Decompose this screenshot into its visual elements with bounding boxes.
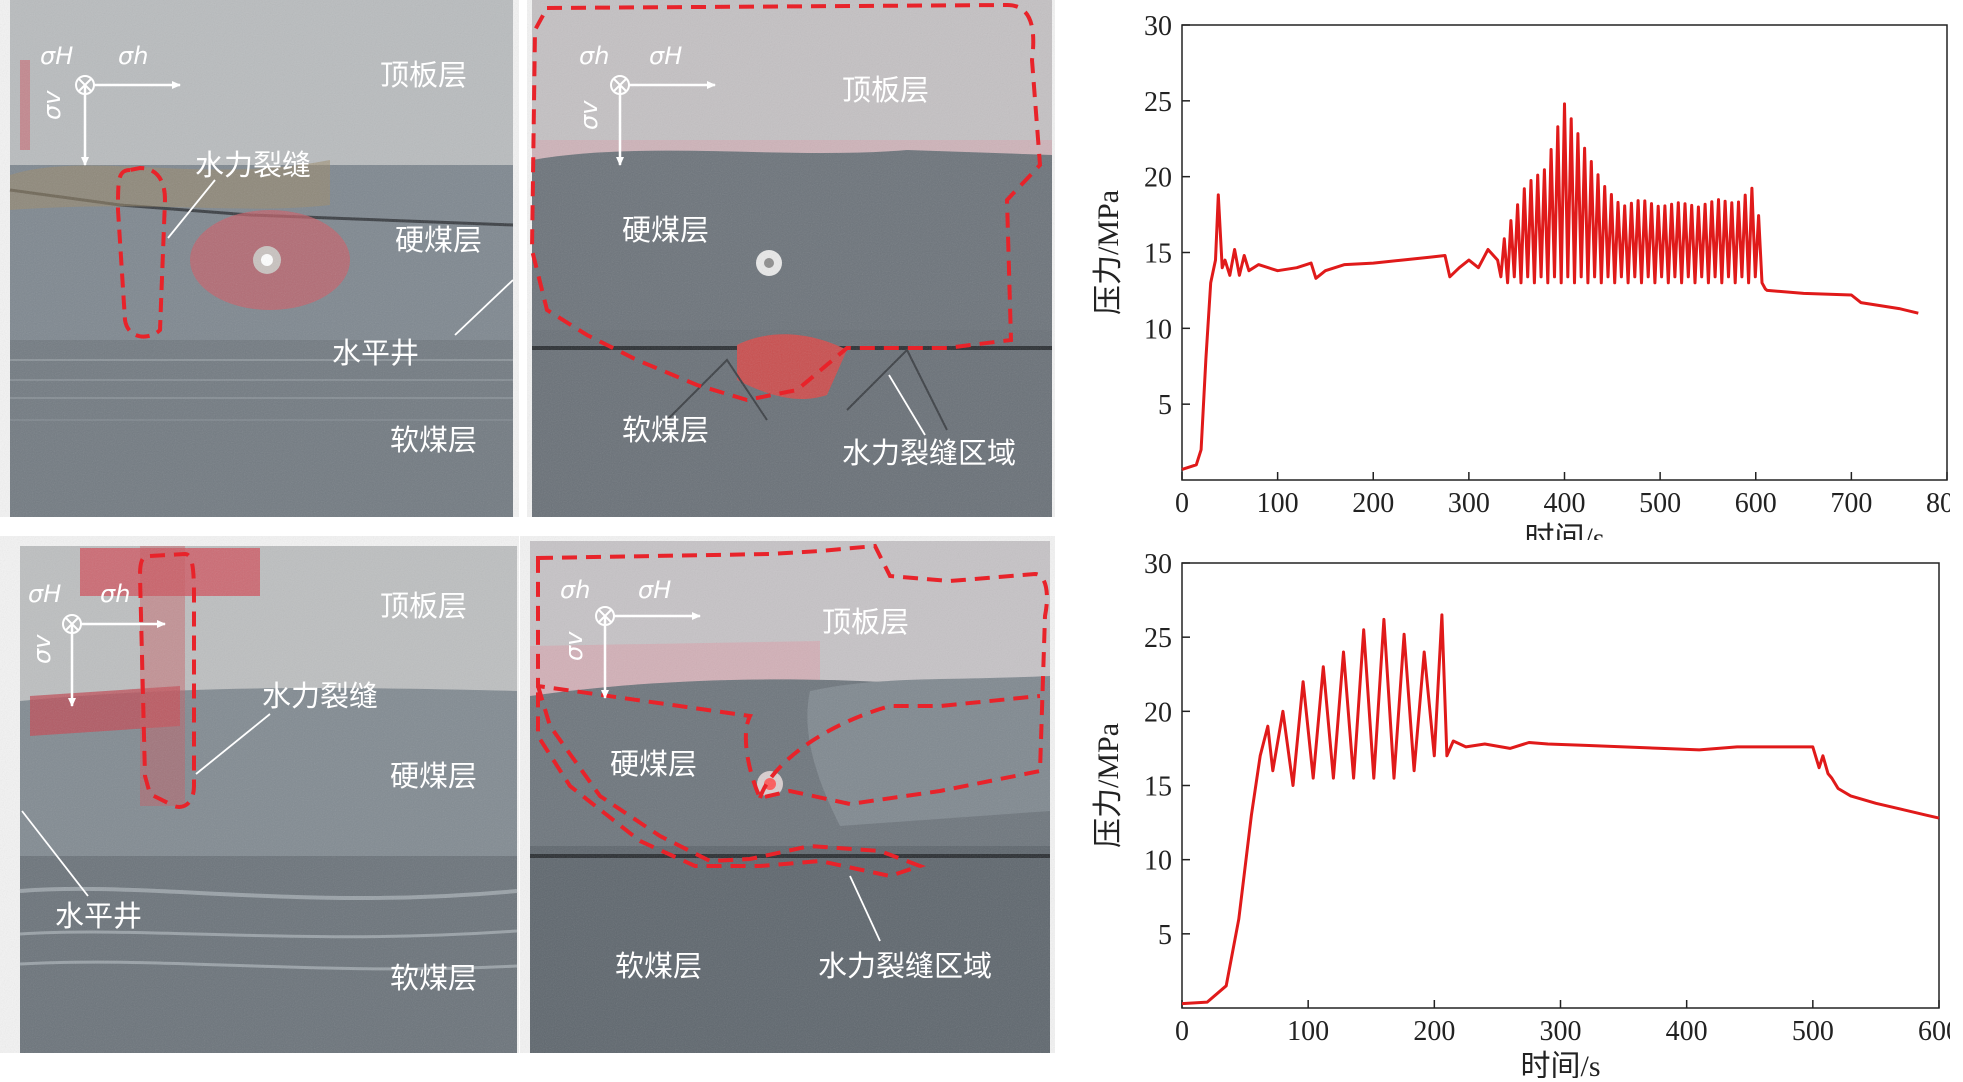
y-tick-label: 5 <box>1158 390 1172 421</box>
pressure-series-line <box>1181 102 1919 471</box>
x-tick-label: 100 <box>1257 488 1299 519</box>
sigma-h-label: σh <box>579 42 609 70</box>
fracture-label: 水力裂缝 <box>262 679 378 713</box>
layer-hard-label: 硬煤层 <box>622 213 709 247</box>
photo-panel-a: σH σh σv 顶板层 硬煤层 软煤层 水力裂缝 水平井 <box>0 0 519 517</box>
photo-panel-c: σH σh σv 顶板层 硬煤层 软煤层 水力裂缝 水平井 <box>0 536 519 1053</box>
layer-soft-label: 软煤层 <box>615 949 702 983</box>
fracture-region-label: 水力裂缝区域 <box>818 949 992 983</box>
sigma-v-label: σv <box>38 90 66 120</box>
sigma-h-label: σh <box>118 42 148 70</box>
x-tick-label: 200 <box>1413 1016 1455 1047</box>
y-tick-label: 15 <box>1144 239 1172 270</box>
sigma-H-label: σH <box>40 42 73 70</box>
sigma-h-label: σh <box>100 580 130 608</box>
x-tick-label: 0 <box>1175 488 1189 519</box>
x-tick-label: 100 <box>1287 1016 1329 1047</box>
y-axis-label: 压力/MPa <box>1092 190 1125 315</box>
photo-panel-b: σh σH σv 顶板层 硬煤层 软煤层 水力裂缝区域 <box>527 0 1055 517</box>
y-tick-label: 20 <box>1144 697 1172 728</box>
well-label: 水平井 <box>55 899 142 933</box>
x-axis-label: 时间/s <box>1524 522 1604 540</box>
y-tick-label: 10 <box>1144 314 1172 345</box>
layer-hard-label: 硬煤层 <box>390 759 477 793</box>
layer-soft-label: 软煤层 <box>390 961 477 995</box>
x-axis-label: 时间/s <box>1520 1050 1600 1078</box>
y-tick-label: 30 <box>1144 549 1172 580</box>
layer-hard-label: 硬煤层 <box>395 223 482 257</box>
y-tick-label: 20 <box>1144 163 1172 194</box>
x-tick-label: 0 <box>1175 1016 1189 1047</box>
y-tick-label: 5 <box>1158 920 1172 951</box>
well-label: 水平井 <box>332 336 419 370</box>
x-tick-label: 300 <box>1448 488 1490 519</box>
y-tick-label: 30 <box>1144 11 1172 42</box>
sigma-H-label: σH <box>28 580 61 608</box>
x-tick-label: 700 <box>1830 488 1872 519</box>
x-tick-label: 600 <box>1735 488 1777 519</box>
x-tick-label: 400 <box>1544 488 1586 519</box>
pressure-chart-bottom: 0 100 200 300 400 500 600 5 10 15 20 25 30 时间/s 压力/MPa <box>1090 548 1960 1082</box>
sigma-v-label: σv <box>575 100 603 130</box>
sigma-v-label: σv <box>28 634 56 664</box>
x-tick-label: 200 <box>1352 488 1394 519</box>
plot-frame <box>1181 24 1948 481</box>
y-tick-label: 25 <box>1144 623 1172 654</box>
fracture-region-label: 水力裂缝区域 <box>842 436 1016 470</box>
layer-top-label: 顶板层 <box>842 73 929 107</box>
layer-hard-label: 硬煤层 <box>610 747 697 781</box>
photo-panel-d: σh σH σv 顶板层 硬煤层 软煤层 水力裂缝区域 <box>520 536 1055 1053</box>
sigma-H-label: σH <box>649 42 682 70</box>
layer-top-label: 顶板层 <box>822 605 909 639</box>
x-tick-label: 300 <box>1540 1016 1582 1047</box>
x-tick-label: 500 <box>1639 488 1681 519</box>
pressure-series-line <box>1181 613 1940 1006</box>
pressure-chart-top: 0 100 200 300 400 500 600 700 800 5 10 15 20 25 30 时间/s… <box>1090 10 1963 555</box>
x-tick-label: 600 <box>1918 1016 1950 1047</box>
plot-frame <box>1181 562 1940 1009</box>
y-tick-label: 10 <box>1144 846 1172 877</box>
sigma-H-label: σH <box>638 576 671 604</box>
y-tick-label: 15 <box>1144 772 1172 803</box>
fracture-label: 水力裂缝 <box>195 148 311 182</box>
layer-soft-label: 软煤层 <box>622 413 709 447</box>
y-axis-label: 压力/MPa <box>1092 723 1125 848</box>
x-tick-label: 800 <box>1926 488 1950 519</box>
sigma-v-label: σv <box>560 631 588 661</box>
layer-top-label: 顶板层 <box>380 589 467 623</box>
y-tick-label: 25 <box>1144 87 1172 118</box>
x-tick-label: 500 <box>1792 1016 1834 1047</box>
layer-top-label: 顶板层 <box>380 58 467 92</box>
x-tick-label: 400 <box>1666 1016 1708 1047</box>
layer-soft-label: 软煤层 <box>390 423 477 457</box>
sigma-h-label: σh <box>560 576 590 604</box>
